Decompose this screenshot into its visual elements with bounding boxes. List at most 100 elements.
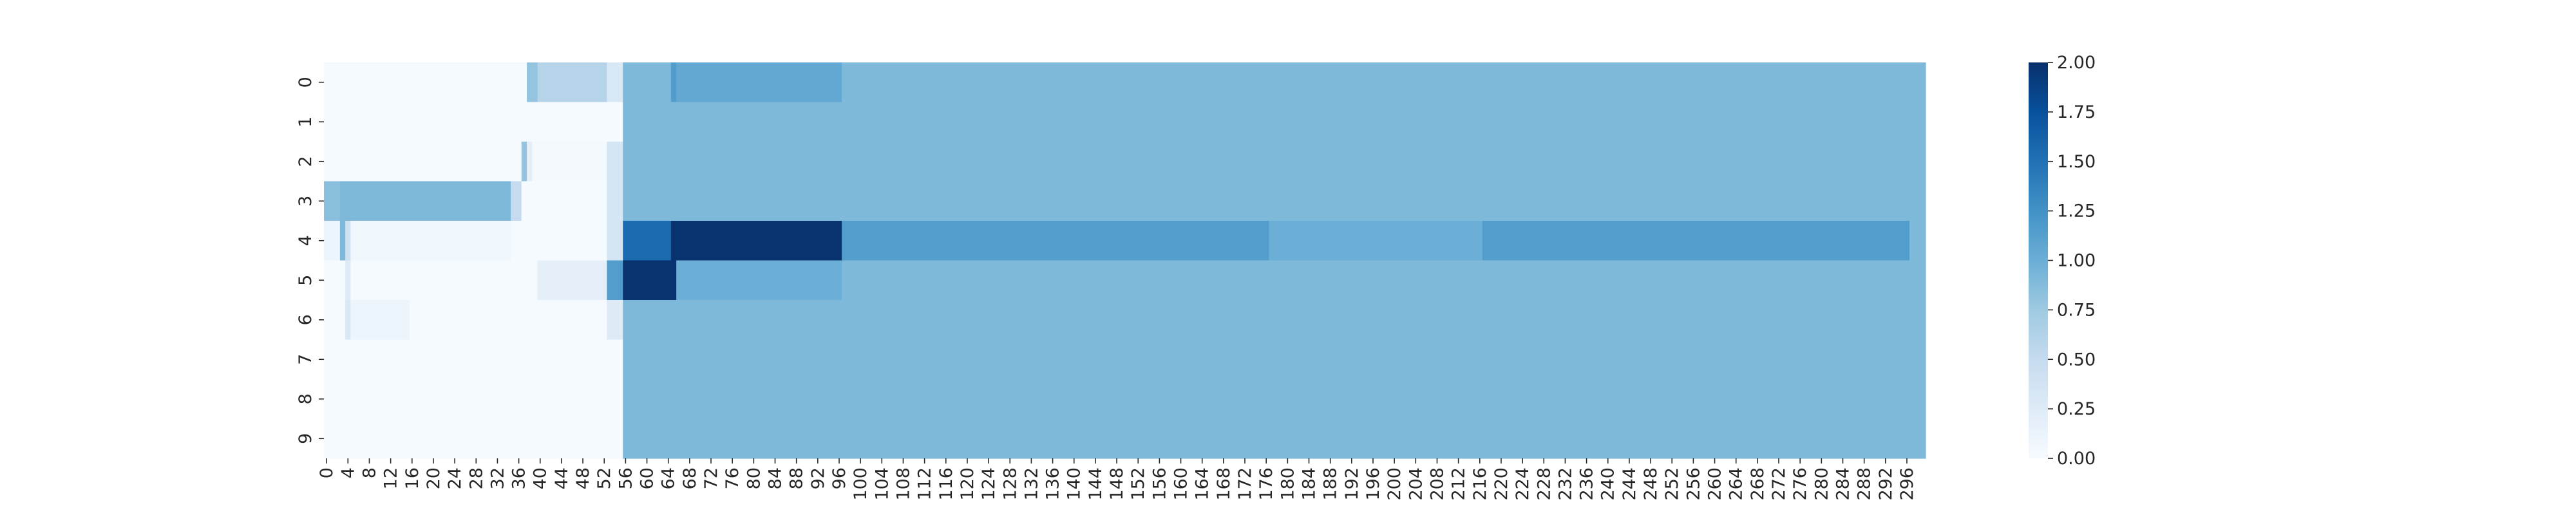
heatmap-cell <box>521 142 527 182</box>
x-tick-label: 104 <box>872 467 892 501</box>
y-tick-label: 5 <box>296 275 316 286</box>
x-tick-label: 36 <box>509 467 529 489</box>
heatmap-cell <box>324 379 623 420</box>
heatmap-cell <box>1482 221 1910 261</box>
colorbar-tick-label: 0.50 <box>2057 350 2096 370</box>
heatmap-cell <box>521 181 607 221</box>
x-tick-label: 124 <box>979 467 999 501</box>
x-tick-label: 288 <box>1855 467 1875 501</box>
heatmap-cell <box>345 221 352 261</box>
x-tick-label: 172 <box>1235 467 1255 501</box>
x-tick-label: 232 <box>1555 467 1575 501</box>
x-tick-label: 280 <box>1812 467 1832 501</box>
x-tick-label: 20 <box>424 467 444 489</box>
x-tick-label: 156 <box>1150 467 1170 501</box>
colorbar-tick-label: 2.00 <box>2057 53 2096 73</box>
x-tick-label: 16 <box>402 467 422 489</box>
heatmap-cell <box>842 221 1269 261</box>
colorbar-tick-label: 1.00 <box>2057 251 2096 271</box>
heatmap-cell <box>511 181 522 221</box>
x-tick-label: 24 <box>445 467 465 489</box>
y-tick-label: 9 <box>296 433 316 444</box>
x-tick-label: 200 <box>1385 467 1405 501</box>
heatmap-cell <box>324 62 527 103</box>
x-tick-label: 184 <box>1300 467 1320 501</box>
heatmap-cell <box>842 62 1926 103</box>
x-tick-label: 68 <box>680 467 700 489</box>
y-tick-label: 2 <box>296 156 316 167</box>
x-tick-label: 220 <box>1492 467 1511 501</box>
heatmap-cells <box>324 62 1926 459</box>
heatmap-cell <box>527 62 538 103</box>
heatmap-cell <box>670 62 677 103</box>
x-tick-label: 296 <box>1897 467 1917 501</box>
x-tick-label: 148 <box>1107 467 1127 501</box>
y-tick-label: 4 <box>296 235 316 246</box>
x-tick-label: 72 <box>701 467 721 489</box>
colorbar-tick-label: 0.00 <box>2057 449 2096 469</box>
x-tick-label: 272 <box>1769 467 1789 501</box>
colorbar-tick-label: 1.50 <box>2057 152 2096 172</box>
heatmap-cell <box>607 300 623 341</box>
colorbar-tick-label: 1.75 <box>2057 102 2096 122</box>
x-tick-label: 44 <box>552 467 572 489</box>
heatmap-cell <box>607 62 623 103</box>
x-tick-label: 132 <box>1021 467 1041 501</box>
x-tick-label: 56 <box>616 467 636 489</box>
x-tick-label: 192 <box>1342 467 1362 501</box>
heatmap-cell <box>324 418 623 459</box>
x-tick-label: 248 <box>1641 467 1661 501</box>
x-tick-label: 112 <box>915 467 935 501</box>
y-tick-label: 8 <box>296 393 316 404</box>
heatmap-cell <box>623 142 1926 182</box>
x-tick-label: 76 <box>723 467 743 489</box>
x-tick-label: 140 <box>1065 467 1084 501</box>
x-tick-label: 216 <box>1470 467 1490 501</box>
heatmap-cell <box>339 221 346 261</box>
x-tick-label: 292 <box>1876 467 1896 501</box>
colorbar-tick-label: 1.25 <box>2057 201 2096 221</box>
x-tick-label: 88 <box>787 467 807 489</box>
x-tick-label: 164 <box>1193 467 1213 501</box>
x-tick-label: 4 <box>338 467 358 478</box>
x-tick-label: 80 <box>744 467 764 489</box>
x-tick-label: 224 <box>1513 467 1533 501</box>
heatmap-cell <box>324 339 623 380</box>
x-tick-label: 256 <box>1683 467 1703 501</box>
heatmap-cell <box>623 339 1926 380</box>
x-tick-label: 28 <box>466 467 486 489</box>
x-tick-label: 64 <box>659 467 679 489</box>
heatmap-cell <box>409 300 607 341</box>
heatmap-cell <box>1269 221 1483 261</box>
x-tick-label: 276 <box>1790 467 1810 501</box>
x-tick-label: 208 <box>1427 467 1447 501</box>
heatmap-cell <box>324 221 341 261</box>
x-tick-label: 8 <box>359 467 379 478</box>
x-tick-label: 244 <box>1620 467 1640 501</box>
heatmap-cell <box>339 181 511 221</box>
x-tick-label: 160 <box>1171 467 1191 501</box>
x-tick-label: 204 <box>1406 467 1426 501</box>
x-tick-label: 252 <box>1662 467 1682 501</box>
x-tick-label: 32 <box>488 467 507 489</box>
heatmap-cell <box>676 260 842 301</box>
x-tick-label: 128 <box>1000 467 1020 501</box>
heatmap-cell <box>324 181 341 221</box>
colorbar-tick-label: 0.75 <box>2057 300 2096 320</box>
heatmap-cell <box>623 62 672 103</box>
y-axis: 0 1 2 3 4 5 6 7 8 9 <box>296 77 324 444</box>
heatmap-cell <box>1909 221 1926 261</box>
heatmap-cell <box>623 379 1926 420</box>
x-axis: 0 4 8 12 16 20 24 28 32 36 40 44 48 52 56 60 64 68 72 76 80 8… <box>317 458 1917 501</box>
heatmap-cell <box>527 142 533 182</box>
x-tick-label: 180 <box>1278 467 1298 501</box>
x-tick-label: 108 <box>893 467 913 501</box>
heatmap-cell <box>670 221 842 261</box>
heatmap-cell <box>350 260 538 301</box>
heatmap-cell <box>607 221 623 261</box>
x-tick-label: 144 <box>1086 467 1106 501</box>
x-tick-label: 176 <box>1256 467 1276 501</box>
x-tick-label: 100 <box>851 467 871 501</box>
x-tick-label: 264 <box>1727 467 1747 501</box>
heatmap-cell <box>511 221 607 261</box>
